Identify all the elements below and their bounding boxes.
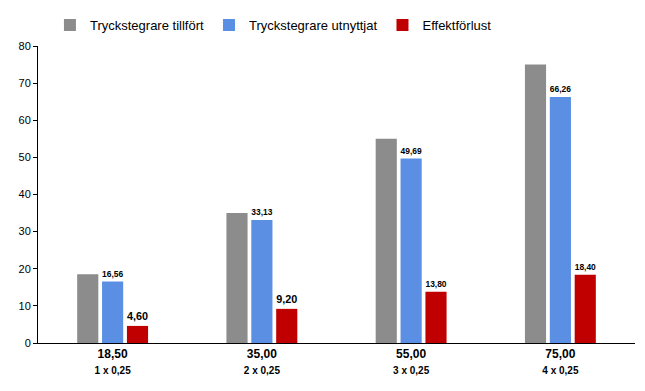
svg-text:60: 60	[19, 114, 31, 126]
svg-text:16,56: 16,56	[102, 269, 123, 279]
svg-text:4,60: 4,60	[127, 310, 148, 322]
svg-text:10: 10	[19, 300, 31, 312]
svg-text:20: 20	[19, 263, 31, 275]
svg-text:13,80: 13,80	[425, 279, 446, 289]
svg-text:66,26: 66,26	[550, 84, 571, 94]
svg-text:Tryckstegrare utnyttjat: Tryckstegrare utnyttjat	[249, 18, 378, 33]
svg-text:Tryckstegrare tillfört: Tryckstegrare tillfört	[90, 18, 204, 33]
svg-text:18,501 x 0,25: 18,501 x 0,25	[95, 347, 132, 376]
svg-text:55,003 x 0,25: 55,003 x 0,25	[393, 347, 430, 376]
svg-text:75,004 x 0,25: 75,004 x 0,25	[542, 347, 579, 376]
svg-text:33,13: 33,13	[251, 207, 272, 217]
svg-text:40: 40	[19, 188, 31, 200]
svg-text:30: 30	[19, 225, 31, 237]
svg-text:9,20: 9,20	[276, 293, 297, 305]
svg-text:49,69: 49,69	[401, 146, 422, 156]
svg-text:50: 50	[19, 151, 31, 163]
svg-text:70: 70	[19, 77, 31, 89]
svg-text:0: 0	[25, 337, 31, 349]
svg-text:18,40: 18,40	[575, 262, 596, 272]
svg-text:80: 80	[19, 40, 31, 52]
svg-text:35,002 x 0,25: 35,002 x 0,25	[244, 347, 281, 376]
svg-text:Effektförlust: Effektförlust	[422, 18, 491, 33]
